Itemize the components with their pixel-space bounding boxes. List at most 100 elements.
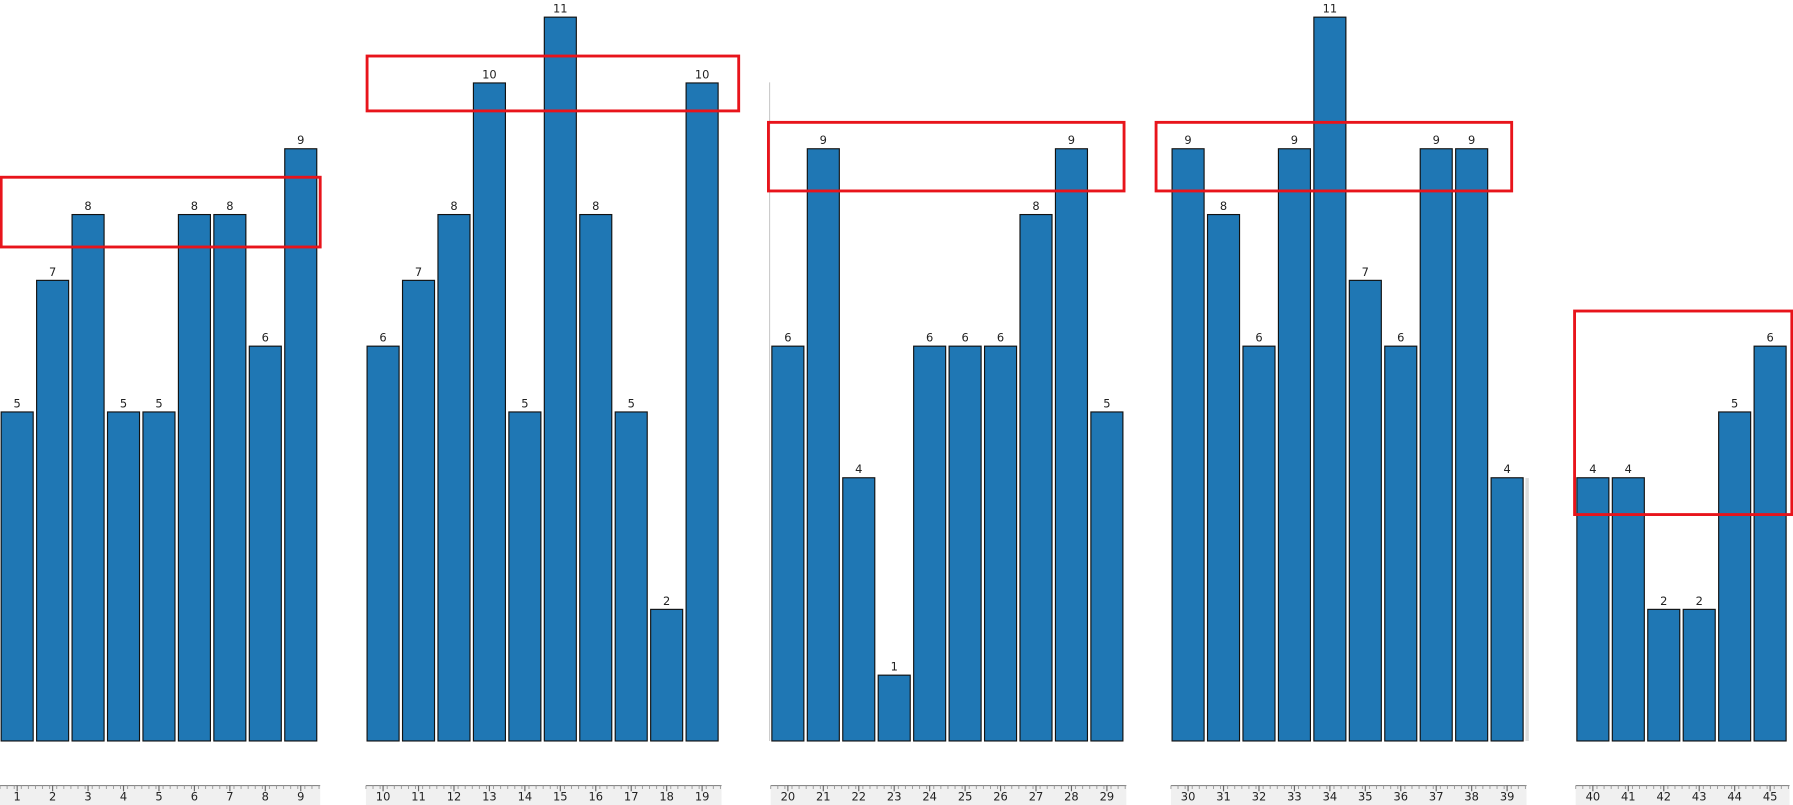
x-tick-label: 33: [1287, 789, 1302, 803]
bar: [913, 345, 947, 742]
bar: [1455, 148, 1489, 742]
value-label: 5: [155, 396, 162, 410]
value-label: 5: [120, 396, 127, 410]
bar: [614, 411, 648, 742]
bar: [650, 608, 684, 742]
value-label: 5: [628, 396, 635, 410]
x-tick-label: 36: [1393, 789, 1408, 803]
x-tick-label: 16: [588, 789, 603, 803]
bar: [1576, 477, 1610, 742]
x-tick-label: 13: [482, 789, 497, 803]
bar: [142, 411, 176, 742]
x-tick-label: 20: [781, 789, 796, 803]
value-label: 5: [521, 396, 528, 410]
x-tick-label: 2: [49, 789, 56, 803]
bar: [366, 345, 400, 742]
bar: [771, 345, 805, 742]
bar: [36, 279, 70, 742]
x-tick-label: 34: [1323, 789, 1338, 803]
x-tick-label: 5: [155, 789, 162, 803]
x-tick-label: 11: [411, 789, 426, 803]
value-label: 6: [1397, 331, 1404, 345]
x-tick-label: 38: [1464, 789, 1479, 803]
x-tick-label: 17: [624, 789, 639, 803]
value-label: 7: [1362, 265, 1369, 279]
x-tick-label: 28: [1064, 789, 1079, 803]
x-tick-label: 26: [993, 789, 1008, 803]
x-tick-label: 32: [1252, 789, 1267, 803]
panel-shadow: [1525, 477, 1529, 741]
x-tick-label: 25: [958, 789, 973, 803]
value-label: 9: [1468, 133, 1475, 147]
bar: [1277, 148, 1312, 742]
value-label: 2: [663, 594, 670, 608]
bar: [842, 477, 876, 742]
value-label: 8: [1032, 199, 1039, 213]
value-label: 9: [1433, 133, 1440, 147]
axis-band: [0, 785, 321, 805]
value-label: 5: [14, 396, 21, 410]
x-tick-label: 9: [297, 789, 304, 803]
bar: [806, 148, 840, 742]
value-label: 9: [820, 133, 827, 147]
value-label: 8: [1220, 199, 1227, 213]
value-label: 4: [1503, 462, 1510, 476]
x-tick-label: 43: [1692, 789, 1707, 803]
value-label: 6: [997, 331, 1004, 345]
bar: [1348, 279, 1382, 742]
bar: [948, 345, 982, 742]
bar: [248, 345, 282, 742]
x-tick-label: 39: [1500, 789, 1515, 803]
bar: [284, 148, 318, 742]
bar: [1054, 148, 1089, 742]
value-label: 6: [1255, 331, 1262, 345]
axis-band: [1170, 785, 1527, 805]
value-label: 4: [1625, 462, 1632, 476]
x-tick-label: 45: [1763, 789, 1778, 803]
axis-band: [1575, 785, 1790, 805]
x-tick-label: 3: [84, 789, 91, 803]
value-label: 6: [784, 331, 791, 345]
x-tick-label: 19: [695, 789, 710, 803]
bar: [1090, 411, 1124, 742]
value-label: 9: [297, 133, 304, 147]
value-label: 1: [891, 660, 898, 674]
bar: [1753, 345, 1787, 742]
bar: [877, 674, 911, 742]
x-tick-label: 37: [1429, 789, 1444, 803]
x-tick-label: 14: [518, 789, 533, 803]
axis-band: [365, 785, 722, 805]
value-label: 5: [1103, 396, 1110, 410]
value-label: 7: [49, 265, 56, 279]
x-tick-label: 27: [1029, 789, 1044, 803]
bar: [437, 213, 471, 742]
axis-band: [770, 785, 1127, 805]
value-label: 2: [1660, 594, 1667, 608]
x-tick-label: 44: [1727, 789, 1742, 803]
bar: [106, 411, 141, 742]
value-label: 9: [1068, 133, 1075, 147]
bar: [1019, 213, 1053, 742]
value-label: 2: [1696, 594, 1703, 608]
x-tick-label: 40: [1586, 789, 1601, 803]
bar: [543, 16, 577, 742]
x-tick-label: 1: [14, 789, 21, 803]
x-tick-label: 41: [1621, 789, 1636, 803]
bar: [1313, 16, 1347, 742]
value-label: 8: [450, 199, 457, 213]
x-tick-label: 23: [887, 789, 902, 803]
bar: [71, 213, 105, 742]
x-tick-label: 29: [1100, 789, 1115, 803]
bar: [0, 411, 34, 742]
value-label: 9: [1291, 133, 1298, 147]
bar: [1490, 477, 1524, 742]
x-tick-label: 15: [553, 789, 568, 803]
x-tick-label: 10: [376, 789, 391, 803]
value-label: 10: [695, 67, 710, 81]
bar: [983, 345, 1018, 742]
x-tick-label: 18: [659, 789, 674, 803]
value-label: 4: [855, 462, 862, 476]
x-tick-label: 24: [922, 789, 937, 803]
x-tick-label: 31: [1216, 789, 1231, 803]
